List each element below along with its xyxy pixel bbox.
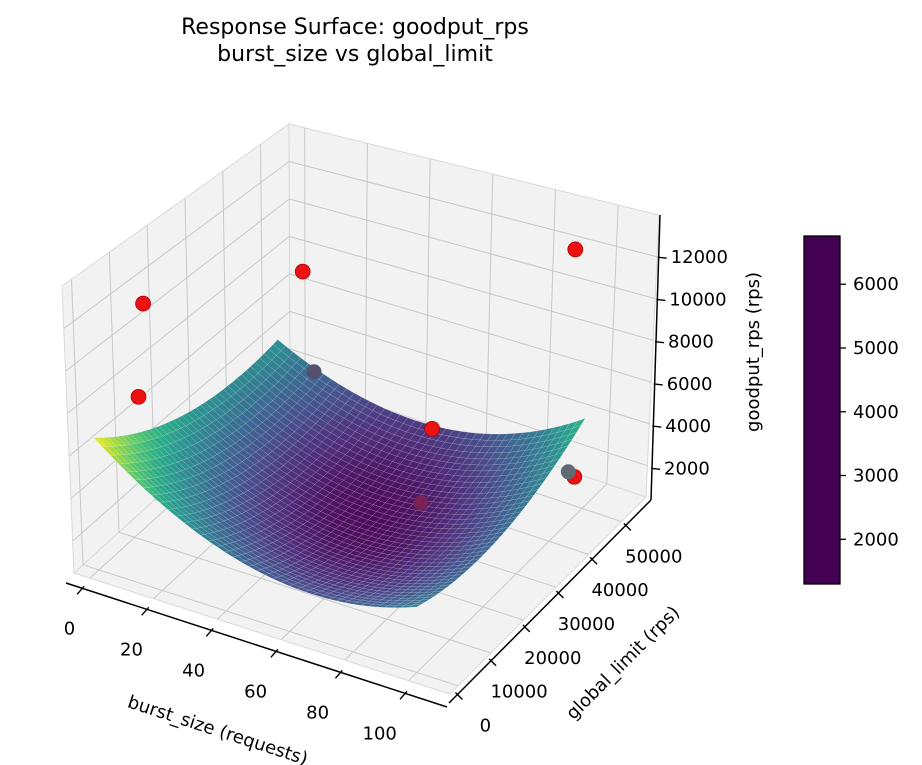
scatter-point-occluded <box>560 464 576 480</box>
scatter-point <box>294 263 311 280</box>
x-tick-label: 100 <box>363 723 397 744</box>
scatter-point <box>567 241 584 258</box>
x-tick-label: 20 <box>120 639 143 660</box>
colorbar-tick-label: 2000 <box>853 529 899 550</box>
z-tick-label: 4000 <box>665 416 711 437</box>
x-tick-label: 80 <box>306 702 329 723</box>
y-tick-label: 30000 <box>558 614 615 635</box>
colorbar-tick-label: 6000 <box>853 274 899 295</box>
scatter-point-occluded <box>413 495 429 511</box>
z-tick-label: 6000 <box>667 374 713 395</box>
z-tick-label: 8000 <box>668 332 714 353</box>
z-tick-label: 2000 <box>664 458 710 479</box>
scatter-points <box>130 241 584 511</box>
x-axis-spine <box>65 582 448 708</box>
chart-title-line2: burst_size vs global_limit <box>217 42 493 67</box>
scatter-point <box>135 295 151 312</box>
colorbar-tick-label: 3000 <box>853 466 899 487</box>
x-axis-label: burst_size (requests) <box>125 692 310 765</box>
x-tick-label: 0 <box>64 618 75 639</box>
z-axis-label: goodput_rps (rps) <box>743 272 764 432</box>
response-surface-mesh <box>93 339 586 608</box>
axis-ticks: 0 20 40 60 80 100 0 10000 20000 30000 40000 50000 20… <box>64 247 728 744</box>
z-tick-label: 12000 <box>671 247 728 268</box>
z-axis-spine <box>650 214 661 501</box>
y-tick-label: 40000 <box>591 580 648 601</box>
colorbar-ticks: 2000 3000 4000 5000 6000 <box>840 274 899 550</box>
x-tick-label: 40 <box>182 660 205 681</box>
y-tick-label: 50000 <box>625 546 682 567</box>
colorbar <box>803 235 841 585</box>
x-tick-label: 60 <box>244 681 267 702</box>
scatter-point-occluded <box>306 364 322 380</box>
z-tick-label: 10000 <box>669 289 726 310</box>
colorbar-tick-label: 4000 <box>853 402 899 423</box>
y-tick-label: 0 <box>480 716 491 737</box>
colorbar-tick-label: 5000 <box>853 338 899 359</box>
y-tick-label: 20000 <box>524 648 581 669</box>
scatter-point <box>424 420 440 437</box>
y-tick-label: 10000 <box>490 682 547 703</box>
scatter-point <box>130 388 147 405</box>
y-axis-spine <box>448 499 652 704</box>
chart-title-line1: Response Surface: goodput_rps <box>181 15 529 40</box>
